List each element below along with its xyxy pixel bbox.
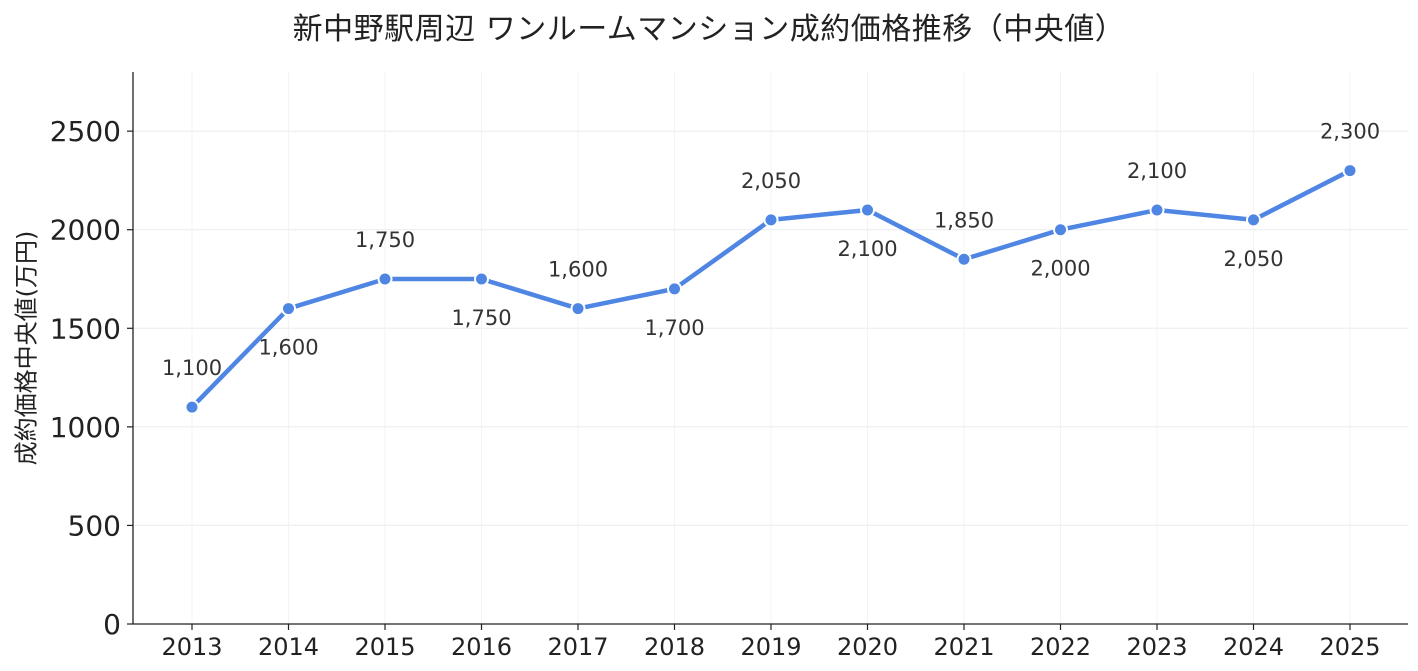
data-label: 1,600 bbox=[258, 336, 318, 360]
data-point bbox=[281, 301, 296, 317]
data-point bbox=[860, 202, 875, 218]
x-tick-label: 2016 bbox=[451, 633, 512, 661]
x-tick-label: 2013 bbox=[161, 633, 222, 661]
data-label: 1,600 bbox=[548, 258, 608, 282]
x-tick-label: 2017 bbox=[547, 633, 608, 661]
data-label: 2,050 bbox=[1223, 247, 1283, 271]
grid bbox=[133, 72, 1408, 624]
data-point bbox=[956, 251, 972, 267]
y-tick-label: 0 bbox=[103, 608, 121, 641]
data-point bbox=[1342, 163, 1358, 179]
tick-labels: 0 500 1000 1500 2000 2500 2013 2014 2015 2016 2017… bbox=[50, 115, 1381, 661]
data-label: 2,050 bbox=[741, 169, 801, 193]
data-label: 1,700 bbox=[644, 316, 704, 340]
data-label: 1,100 bbox=[162, 356, 222, 380]
data-point bbox=[377, 271, 393, 287]
data-point bbox=[474, 271, 489, 287]
y-tick-label: 2500 bbox=[50, 115, 121, 148]
x-tick-label: 2025 bbox=[1319, 633, 1380, 661]
x-tick-label: 2020 bbox=[837, 633, 898, 661]
data-label: 1,750 bbox=[451, 306, 511, 330]
x-tick-label: 2014 bbox=[258, 633, 319, 661]
y-tick-label: 2000 bbox=[50, 214, 121, 247]
y-tick-label: 500 bbox=[68, 509, 121, 542]
data-point bbox=[1246, 212, 1261, 228]
y-tick-label: 1500 bbox=[50, 312, 121, 345]
y-tick-label: 1000 bbox=[50, 411, 121, 444]
data-point bbox=[763, 212, 779, 228]
x-tick-label: 2021 bbox=[933, 633, 994, 661]
data-label: 2,000 bbox=[1030, 257, 1090, 281]
data-label: 1,750 bbox=[355, 228, 415, 252]
data-point bbox=[1053, 222, 1068, 238]
x-tick-label: 2022 bbox=[1030, 633, 1091, 661]
data-point bbox=[570, 301, 586, 317]
data-label: 2,300 bbox=[1320, 120, 1380, 144]
series bbox=[184, 163, 1358, 415]
data-point bbox=[184, 399, 200, 415]
data-label: 2,100 bbox=[837, 237, 897, 261]
data-point bbox=[1149, 202, 1165, 218]
x-tick-label: 2024 bbox=[1223, 633, 1284, 661]
data-label: 1,850 bbox=[934, 208, 994, 232]
x-tick-label: 2019 bbox=[740, 633, 801, 661]
axes bbox=[127, 72, 1408, 630]
data-point bbox=[667, 281, 682, 297]
data-labels: 1,100 1,600 1,750 1,750 1,600 1,700 2,050 2,100… bbox=[162, 120, 1380, 381]
chart-title: 新中野駅周辺 ワンルームマンション成約価格推移（中央値） bbox=[292, 12, 1126, 47]
x-tick-label: 2018 bbox=[644, 633, 705, 661]
x-tick-label: 2015 bbox=[354, 633, 415, 661]
data-label: 2,100 bbox=[1127, 159, 1187, 183]
x-tick-label: 2023 bbox=[1126, 633, 1187, 661]
